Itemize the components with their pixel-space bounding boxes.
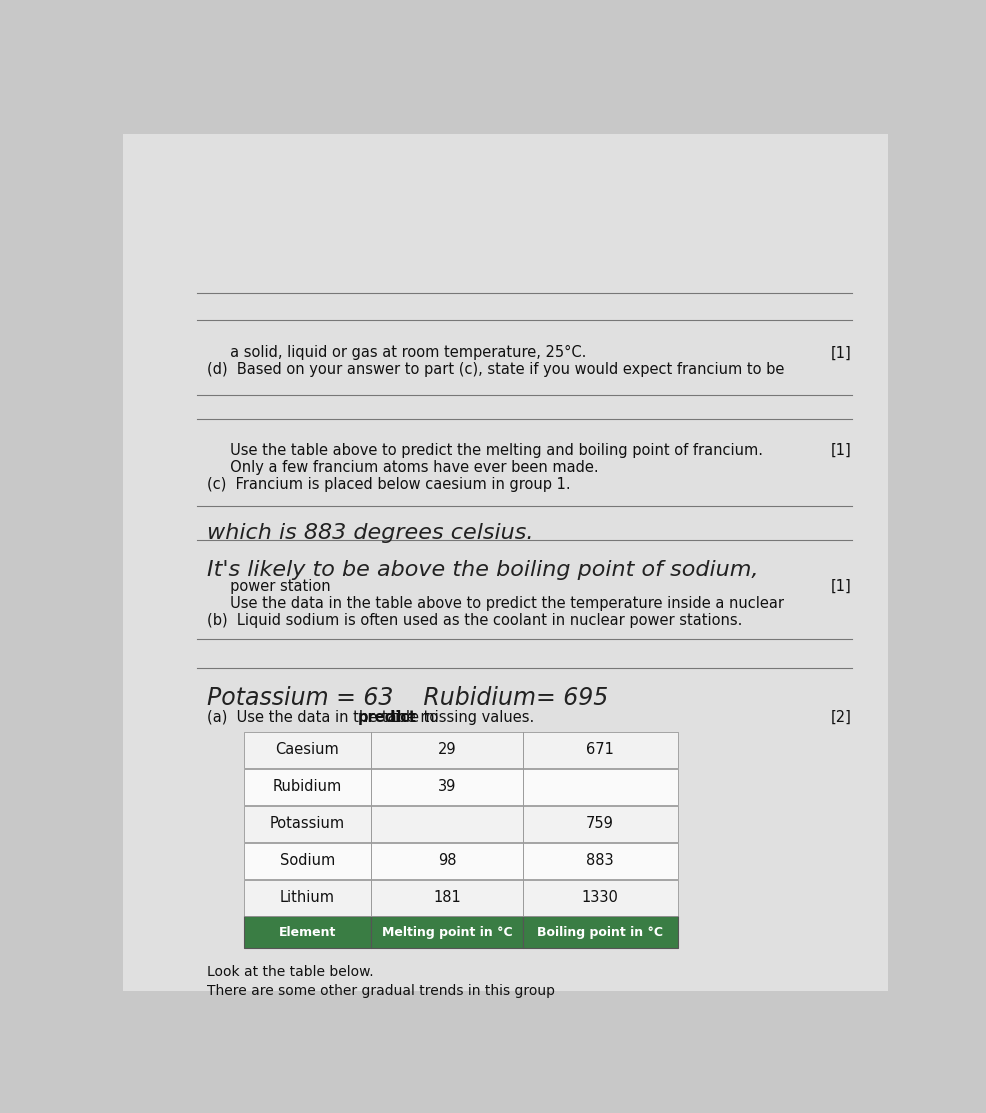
Text: (a)  Use the data in the table to: (a) Use the data in the table to	[207, 709, 443, 725]
Text: (b)  Liquid sodium is often used as the coolant in nuclear power stations.: (b) Liquid sodium is often used as the c…	[207, 612, 741, 628]
Bar	[522, 806, 676, 841]
Text: Potassium = 63    Rubidium= 695: Potassium = 63 Rubidium= 695	[207, 687, 607, 710]
Text: power station: power station	[207, 579, 330, 593]
Text: 671: 671	[586, 742, 613, 758]
Bar	[371, 843, 522, 879]
Text: 29: 29	[437, 742, 456, 758]
Bar	[244, 843, 371, 879]
Bar	[371, 916, 522, 948]
Text: Look at the table below.: Look at the table below.	[207, 965, 374, 979]
Text: 181: 181	[433, 890, 460, 905]
Bar	[522, 732, 676, 768]
Bar	[522, 769, 676, 805]
Text: the missing values.: the missing values.	[387, 709, 533, 725]
Text: 39: 39	[438, 779, 456, 795]
Text: (d)  Based on your answer to part (c), state if you would expect francium to be: (d) Based on your answer to part (c), st…	[207, 362, 784, 377]
Text: a solid, liquid or gas at room temperature, 25°C.: a solid, liquid or gas at room temperatu…	[207, 345, 586, 361]
Bar	[522, 879, 676, 916]
Bar	[244, 769, 371, 805]
Text: Lithium: Lithium	[280, 890, 334, 905]
Bar	[371, 806, 522, 841]
Text: Only a few francium atoms have ever been made.: Only a few francium atoms have ever been…	[207, 460, 599, 475]
Text: (c)  Francium is placed below caesium in group 1.: (c) Francium is placed below caesium in …	[207, 477, 570, 492]
Text: 759: 759	[586, 816, 613, 831]
Text: 98: 98	[437, 854, 456, 868]
Bar	[522, 916, 676, 948]
Text: [1]: [1]	[830, 345, 851, 361]
Text: Potassium: Potassium	[269, 816, 345, 831]
Text: There are some other gradual trends in this group: There are some other gradual trends in t…	[207, 984, 554, 998]
Text: [1]: [1]	[830, 443, 851, 459]
Text: Sodium: Sodium	[279, 854, 334, 868]
Bar	[244, 732, 371, 768]
Bar	[371, 769, 522, 805]
Text: Use the data in the table above to predict the temperature inside a nuclear: Use the data in the table above to predi…	[207, 595, 783, 611]
Bar	[244, 879, 371, 916]
Bar	[371, 732, 522, 768]
Bar	[371, 879, 522, 916]
Text: [1]: [1]	[830, 579, 851, 593]
Text: Caesium: Caesium	[275, 742, 339, 758]
Text: Rubidium: Rubidium	[272, 779, 342, 795]
Bar	[522, 843, 676, 879]
Text: predict: predict	[358, 709, 417, 725]
Text: Boiling point in °C: Boiling point in °C	[536, 926, 663, 938]
Text: Use the table above to predict the melting and boiling point of francium.: Use the table above to predict the melti…	[207, 443, 762, 459]
Text: Melting point in °C: Melting point in °C	[382, 926, 512, 938]
Text: [2]: [2]	[830, 709, 851, 725]
Text: 883: 883	[586, 854, 613, 868]
Text: It's likely to be above the boiling point of sodium,: It's likely to be above the boiling poin…	[207, 560, 758, 580]
Text: Element: Element	[278, 926, 336, 938]
Text: 1330: 1330	[581, 890, 618, 905]
Text: which is 883 degrees celsius.: which is 883 degrees celsius.	[207, 523, 533, 543]
Bar	[244, 806, 371, 841]
Bar	[244, 916, 371, 948]
